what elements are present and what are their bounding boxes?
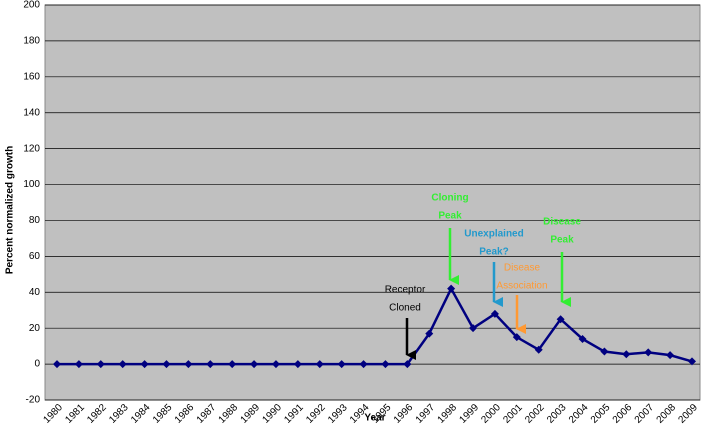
x-tick-label: 2005	[589, 402, 613, 425]
data-point	[337, 360, 346, 369]
x-tick-label: 2003	[545, 402, 569, 425]
x-tick-label: 1990	[260, 402, 284, 425]
y-tick-label: 200	[23, 0, 40, 11]
data-point	[381, 360, 390, 369]
data-point	[315, 360, 324, 369]
x-tick-label: 1984	[129, 402, 153, 425]
annotation: Receptor	[385, 285, 426, 296]
data-point	[293, 360, 302, 369]
y-tick-label: 140	[23, 107, 40, 118]
data-point	[140, 360, 149, 369]
y-tick-label: 20	[29, 323, 41, 334]
y-tick-label: 0	[34, 359, 40, 370]
data-point	[469, 324, 478, 333]
data-point	[666, 351, 675, 360]
data-point	[425, 329, 434, 338]
x-tick-label: 1981	[63, 402, 87, 425]
annotation: Peak?	[479, 247, 508, 258]
data-point	[206, 360, 215, 369]
annotation: Unexplained	[464, 229, 523, 240]
x-tick-label: 2002	[523, 402, 547, 425]
y-tick-label: 40	[29, 287, 41, 298]
y-tick-label: 120	[23, 143, 40, 154]
x-tick-label: 2007	[633, 402, 657, 425]
data-point	[490, 309, 499, 318]
annotation: Association	[496, 281, 547, 292]
data-point	[447, 284, 456, 293]
x-tick-label: 1999	[458, 402, 482, 425]
annotation: Disease	[543, 217, 581, 228]
data-point	[228, 360, 237, 369]
data-point	[74, 360, 83, 369]
x-tick-label: 1993	[326, 402, 350, 425]
annotation: Cloned	[389, 303, 421, 314]
x-tick-label: 1985	[151, 402, 175, 425]
x-tick-label: 1986	[173, 402, 197, 425]
x-tick-label: 1997	[414, 402, 438, 425]
x-tick-label: 1998	[436, 402, 460, 425]
x-tick-label: 2000	[479, 402, 503, 425]
data-point	[359, 360, 368, 369]
annotation: Peak	[550, 235, 574, 246]
x-tick-label: 2006	[611, 402, 635, 425]
x-tick-label: 2004	[567, 402, 591, 425]
data-point	[512, 333, 521, 342]
y-tick-label: 160	[23, 71, 40, 82]
y-tick-label: 100	[23, 179, 40, 190]
annotation: Disease	[504, 263, 541, 274]
y-tick-label: 80	[29, 215, 41, 226]
x-tick-label: 1987	[195, 402, 219, 425]
x-tick-label: 1989	[239, 402, 263, 425]
data-point	[162, 360, 171, 369]
x-tick-label: 1996	[392, 402, 416, 425]
annotation: Cloning	[431, 193, 468, 204]
y-axis-label: Percent normalized growth	[5, 146, 16, 274]
x-tick-label: 2009	[676, 402, 700, 425]
data-point	[250, 360, 259, 369]
x-tick-label: 1980	[41, 402, 65, 425]
data-point	[578, 334, 587, 343]
y-tick-label: -20	[26, 395, 41, 406]
x-tick-label: 2008	[655, 402, 679, 425]
data-point	[96, 360, 105, 369]
x-tick-label: 1995	[370, 402, 394, 425]
x-tick-label: 1992	[304, 402, 328, 425]
data-point	[688, 357, 696, 366]
x-tick-label: 1991	[282, 402, 306, 425]
y-tick-label: 180	[23, 36, 40, 47]
data-point	[644, 348, 653, 357]
x-tick-label: 1983	[107, 402, 131, 425]
x-tick-label: 2001	[501, 402, 525, 425]
annotation: Peak	[438, 211, 462, 222]
data-point	[118, 360, 127, 369]
data-point	[600, 347, 609, 356]
x-tick-label: 1982	[85, 402, 109, 425]
data-point	[271, 360, 280, 369]
x-axis-label: Year	[364, 413, 385, 424]
x-tick-label: 1988	[217, 402, 241, 425]
data-point	[184, 360, 193, 369]
plot-area	[44, 4, 701, 401]
data-point	[403, 360, 412, 369]
data-point	[53, 360, 61, 369]
y-tick-label: 60	[29, 251, 41, 262]
data-point	[534, 345, 543, 354]
data-point	[556, 315, 565, 324]
data-point	[622, 350, 631, 359]
